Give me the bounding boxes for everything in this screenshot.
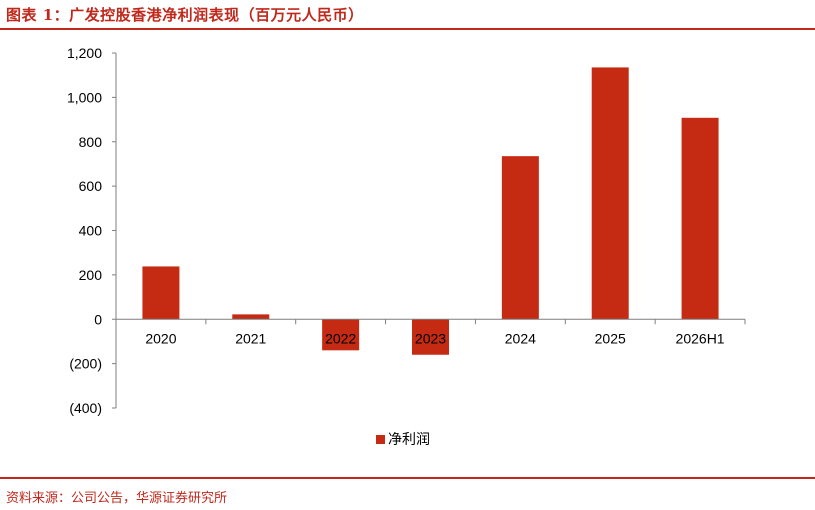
x-tick-label: 2025 xyxy=(595,330,626,346)
bar-2022 xyxy=(322,319,360,351)
y-axis: 1,200 1,000 800 600 400 200 0 (200) (400) xyxy=(67,45,117,416)
x-tick-label: 2024 xyxy=(505,330,536,346)
bars xyxy=(142,67,719,355)
bar-2026H1 xyxy=(681,117,719,320)
bar-2020 xyxy=(142,266,180,320)
y-tick-label: 1,200 xyxy=(67,45,102,61)
x-axis: 2020 2021 2022 2023 2024 2025 2026H1 xyxy=(115,318,746,346)
y-tick-label: 400 xyxy=(79,223,103,239)
source-note: 资料来源：公司公告，华源证券研究所 xyxy=(6,491,228,506)
bar-2025 xyxy=(591,67,629,320)
top-rule xyxy=(0,28,815,30)
y-tick-label: 1,000 xyxy=(67,89,102,105)
y-tick-label: (400) xyxy=(69,400,102,416)
legend-label: 净利润 xyxy=(388,431,430,447)
bottom-rule xyxy=(0,477,815,479)
y-tick-label: 600 xyxy=(79,178,103,194)
chart-title: 图表 1：广发控股香港净利润表现（百万元人民币） xyxy=(6,6,364,24)
y-tick-label: (200) xyxy=(69,356,102,372)
y-tick-label: 0 xyxy=(94,311,102,327)
x-tick-label: 2020 xyxy=(145,330,176,346)
legend: 净利润 xyxy=(376,431,430,447)
y-tick-label: 200 xyxy=(79,267,103,283)
x-tick-label: 2026H1 xyxy=(676,330,725,346)
x-tick-label: 2023 xyxy=(415,330,446,346)
legend-swatch xyxy=(376,435,385,444)
bar-2024 xyxy=(501,156,539,320)
bar-2023 xyxy=(412,319,449,355)
y-tick-label: 800 xyxy=(79,134,103,150)
bar-2021 xyxy=(232,314,270,320)
x-tick-label: 2021 xyxy=(235,330,266,346)
x-tick-label: 2022 xyxy=(325,330,356,346)
